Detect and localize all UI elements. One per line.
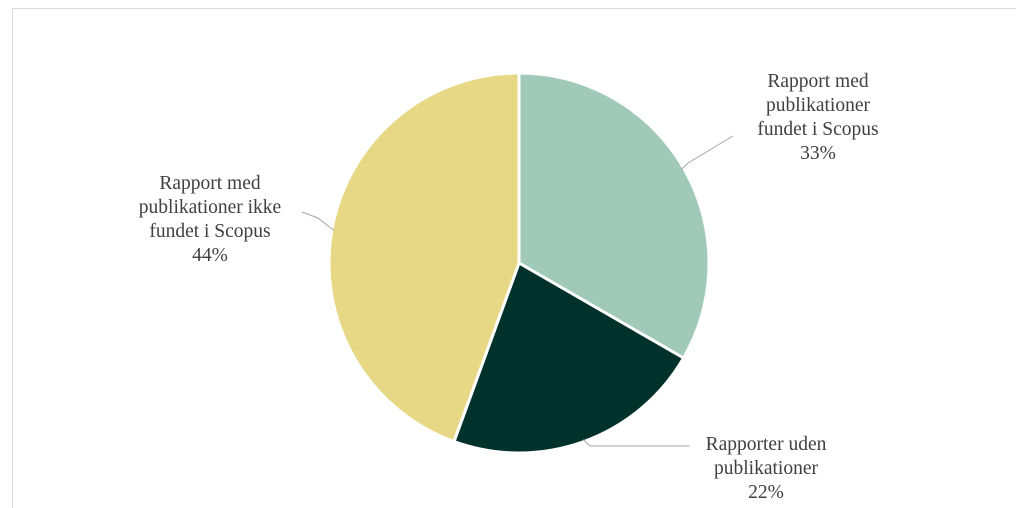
slice-percent-label: 33% [800,143,836,164]
slice-label-line: publikationer ikke [138,197,282,218]
slice-percent-label: 44% [192,245,228,266]
slice-percent-label: 22% [748,482,784,503]
slice-label-line: fundet i Scopus [149,221,271,242]
slice-label-line: Rapport med [159,173,261,194]
slice-label-scopus-not-found: Rapport med publikationer ikke fundet i … [110,172,310,268]
leader-line [681,135,734,170]
slice-label-line: fundet i Scopus [757,119,879,140]
slice-label-line: publikationer [766,95,870,116]
slice-label-line: Rapport med [767,71,869,92]
slice-label-no-publications: Rapporter uden publikationer 22% [676,433,856,505]
slice-label-line: publikationer [714,458,818,479]
slice-scopus-not-found [327,71,521,444]
slice-label-scopus-found: Rapport med publikationer fundet i Scopu… [728,70,908,166]
leader-line [301,211,335,231]
leader-line [582,439,690,447]
slice-no-publications [452,261,686,455]
slice-label-line: Rapporter uden [705,434,827,455]
